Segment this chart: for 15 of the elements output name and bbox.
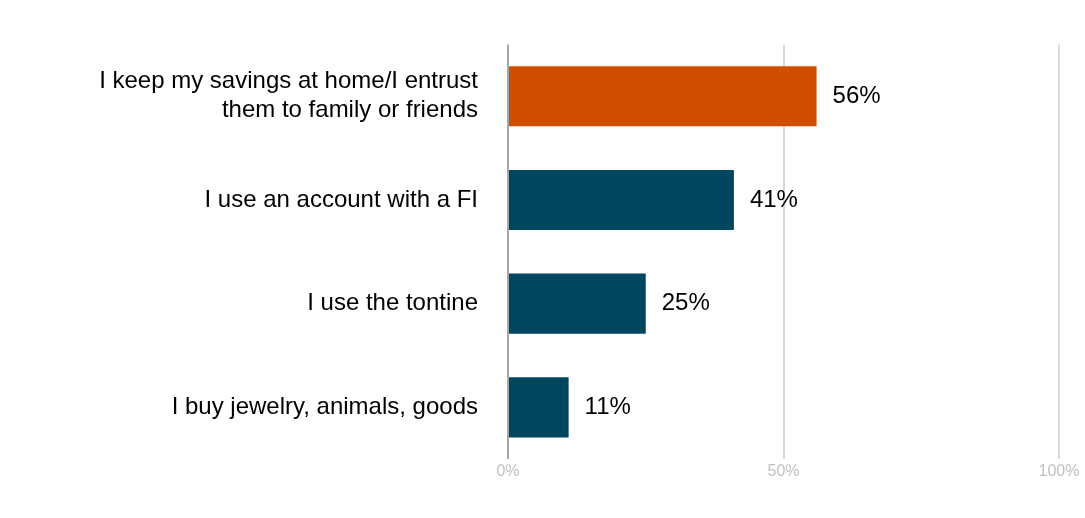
x-tick-label: 0% xyxy=(496,462,520,480)
y-tick-label: I use the tontine xyxy=(307,288,478,316)
x-tick-label: 100% xyxy=(1038,462,1080,480)
data-label: 11% xyxy=(584,391,631,419)
bar xyxy=(509,377,569,438)
y-tick-label: I keep my savings at home/I entrust them to family or friends xyxy=(99,66,479,123)
data-label: 41% xyxy=(749,184,798,212)
data-label: 25% xyxy=(661,288,710,316)
bar xyxy=(509,169,734,231)
bar xyxy=(509,273,646,334)
y-tick-label: I buy jewelry, animals, goods xyxy=(171,391,478,419)
y-tick-label: I use an account with a FI xyxy=(204,184,478,212)
data-label: 56% xyxy=(832,80,881,108)
x-tick-label: 50% xyxy=(767,462,800,480)
bar xyxy=(509,66,817,127)
